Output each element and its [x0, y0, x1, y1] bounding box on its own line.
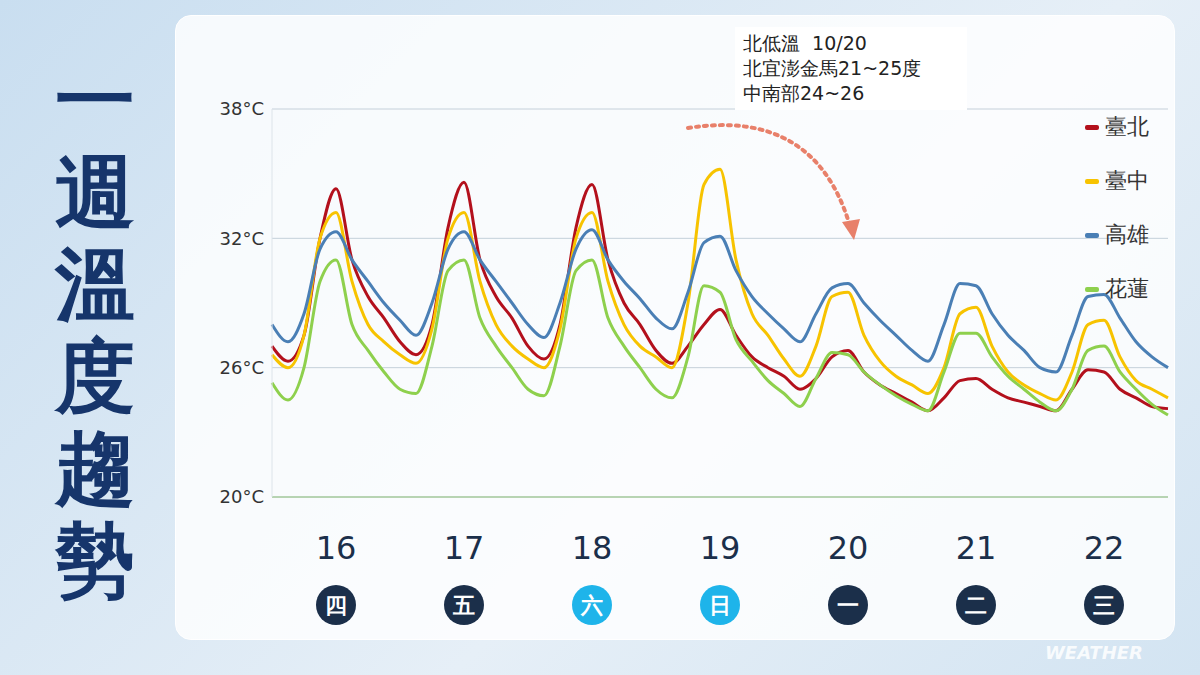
svg-text:21: 21 — [956, 529, 997, 567]
svg-text:六: 六 — [580, 593, 603, 618]
html-text:北低溫 10/20: 北低溫 10/20 — [743, 32, 867, 54]
html-text:北宜澎金馬21~25度: 北宜澎金馬21~25度 — [743, 57, 922, 79]
svg-text:四: 四 — [325, 593, 347, 618]
svg-text:19: 19 — [700, 529, 741, 567]
svg-text:38°C: 38°C — [220, 98, 264, 119]
svg-text:五: 五 — [452, 593, 475, 618]
html-text:WEATHER: WEATHER — [1045, 642, 1143, 663]
html-text:花蓮: 花蓮 — [1105, 276, 1149, 301]
html-text:溫: 溫 — [55, 238, 135, 331]
html-text:一: 一 — [55, 54, 135, 147]
svg-text:17: 17 — [444, 529, 485, 567]
svg-text:18: 18 — [572, 529, 613, 567]
svg-text:26°C: 26°C — [220, 357, 264, 378]
svg-text:22: 22 — [1084, 529, 1125, 567]
html-text:趨: 趨 — [55, 422, 135, 515]
svg-text:20°C: 20°C — [220, 486, 264, 507]
svg-text:三: 三 — [1093, 593, 1115, 618]
svg-text:一: 一 — [837, 593, 859, 618]
svg-text:32°C: 32°C — [220, 228, 264, 249]
html-text:週: 週 — [55, 146, 135, 239]
svg-text:二: 二 — [965, 593, 987, 618]
html-text:勢: 勢 — [55, 514, 135, 607]
svg-text:日: 日 — [709, 593, 731, 618]
html-text:高雄: 高雄 — [1105, 222, 1149, 247]
html-text:度: 度 — [55, 330, 135, 423]
svg-text:20: 20 — [828, 529, 869, 567]
html-text:中南部24~26: 中南部24~26 — [743, 82, 865, 104]
html-text:臺北: 臺北 — [1105, 114, 1149, 139]
svg-text:16: 16 — [316, 529, 357, 567]
html-text:臺中: 臺中 — [1105, 168, 1149, 193]
